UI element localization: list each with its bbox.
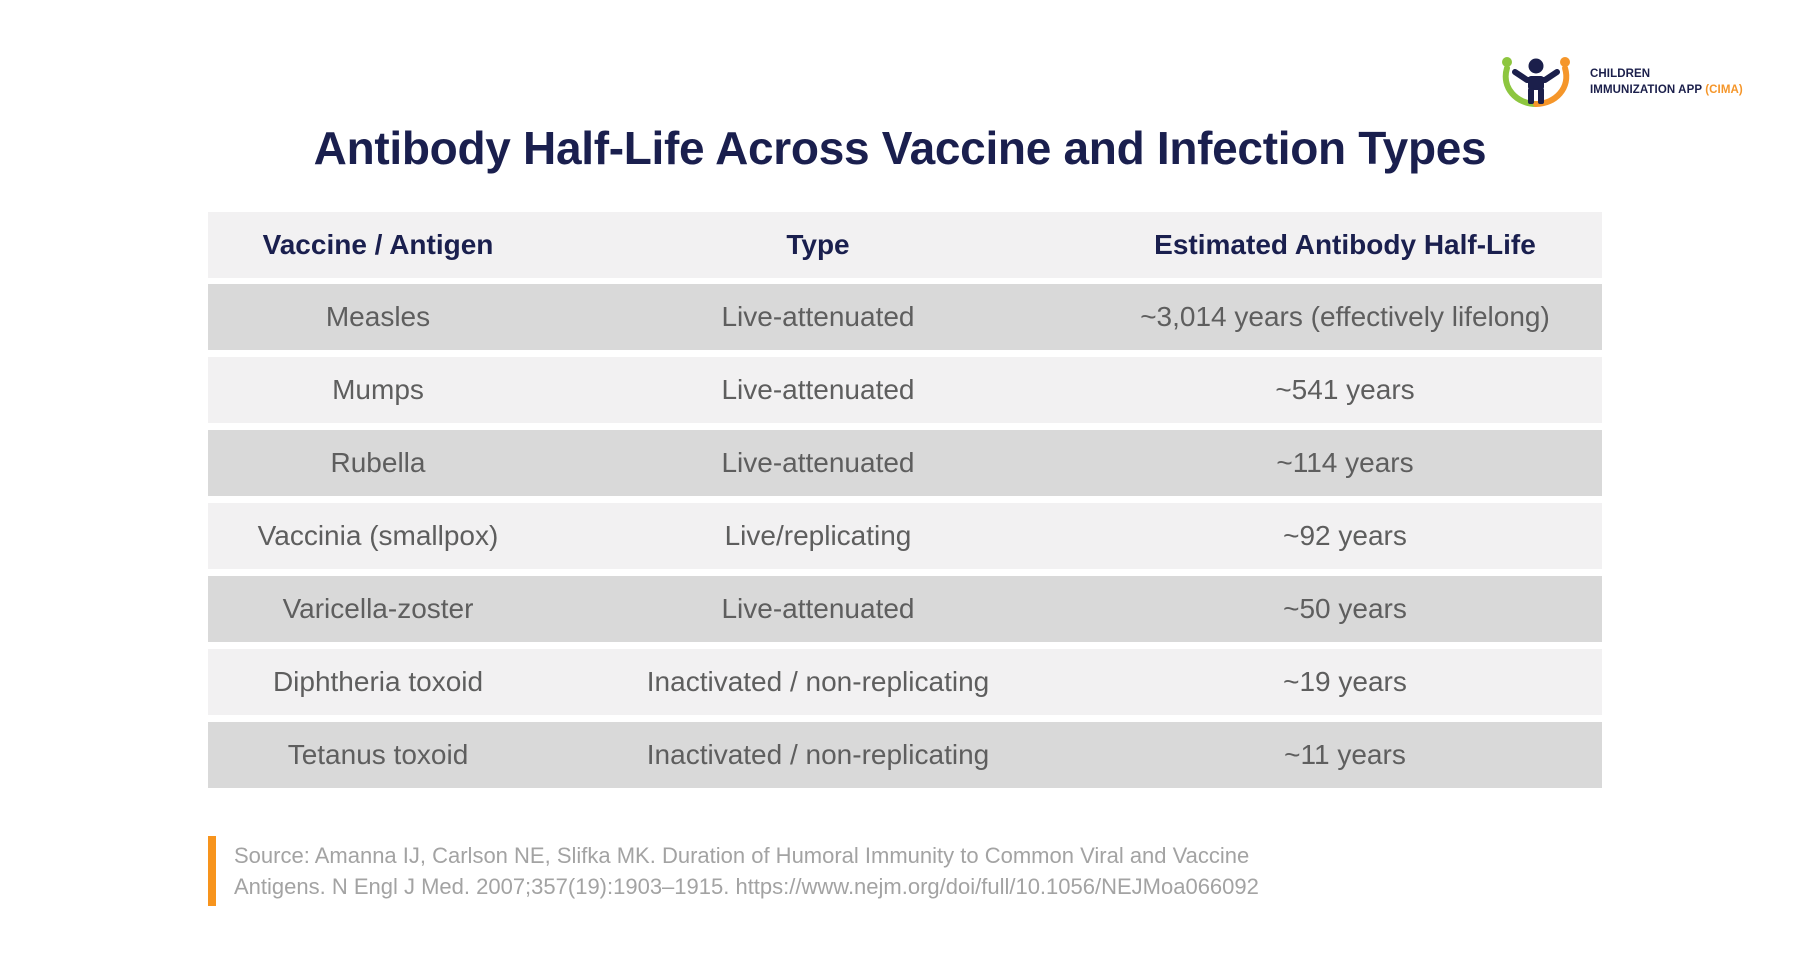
- half-life-cell: ~114 years: [1276, 447, 1414, 478]
- vaccine-cell: Diphtheria toxoid: [272, 666, 484, 697]
- type-cell: Live-attenuated: [721, 374, 915, 405]
- vaccine-cell: Mumps: [332, 374, 424, 405]
- type-cell: Live/replicating: [724, 520, 912, 551]
- type-cell: Live-attenuated: [721, 593, 915, 624]
- type-cell: Inactivated / non-replicating: [646, 739, 990, 770]
- table-row: Vaccinia (smallpox) Live/replicating ~92…: [208, 503, 1602, 569]
- half-life-cell: ~11 years: [1284, 739, 1406, 770]
- table-row: Diphtheria toxoid Inactivated / non-repl…: [208, 649, 1602, 715]
- table-row: Measles Live-attenuated ~3,014 years (ef…: [208, 284, 1602, 350]
- vaccine-cell: Tetanus toxoid: [287, 739, 469, 770]
- logo-line-2: IMMUNIZATION APP (CIMA): [1590, 82, 1743, 98]
- source-accent-bar: [208, 836, 216, 906]
- type-cell: Inactivated / non-replicating: [646, 666, 990, 697]
- page-title: Antibody Half-Life Across Vaccine and In…: [313, 122, 1487, 174]
- logo-line-2-main: IMMUNIZATION APP: [1590, 84, 1702, 96]
- header-half-life: Estimated Antibody Half-Life: [1154, 229, 1536, 260]
- vaccine-cell: Rubella: [330, 447, 426, 478]
- half-life-cell: ~50 years: [1283, 593, 1407, 624]
- children-immunization-logo-icon: [1502, 57, 1570, 107]
- vaccine-cell: Varicella-zoster: [282, 593, 474, 624]
- source-line-1: Source: Amanna IJ, Carlson NE, Slifka MK…: [234, 843, 1250, 868]
- logo-text: CHILDREN IMMUNIZATION APP (CIMA): [1590, 66, 1743, 98]
- table-header-row: Vaccine / Antigen Type Estimated Antibod…: [208, 212, 1602, 278]
- table-row: Mumps Live-attenuated ~541 years: [208, 357, 1602, 423]
- table-row: Rubella Live-attenuated ~114 years: [208, 430, 1602, 496]
- half-life-cell: ~92 years: [1283, 520, 1407, 551]
- app-logo: CHILDREN IMMUNIZATION APP (CIMA): [1497, 54, 1743, 110]
- source-line-2: Antigens. N Engl J Med. 2007;357(19):190…: [234, 874, 1259, 899]
- logo-line-1: CHILDREN: [1590, 68, 1651, 80]
- half-life-cell: ~541 years: [1275, 374, 1415, 405]
- table-row: Varicella-zoster Live-attenuated ~50 yea…: [208, 576, 1602, 642]
- header-vaccine-antigen: Vaccine / Antigen: [262, 229, 494, 260]
- half-life-cell: ~3,014 years (effectively lifelong): [1140, 301, 1550, 332]
- type-cell: Live-attenuated: [721, 447, 915, 478]
- half-life-cell: ~19 years: [1283, 666, 1407, 697]
- type-cell: Live-attenuated: [721, 301, 915, 332]
- source-citation: Source: Amanna IJ, Carlson NE, Slifka MK…: [208, 836, 1434, 906]
- header-type: Type: [786, 229, 850, 260]
- source-text: Source: Amanna IJ, Carlson NE, Slifka MK…: [234, 840, 1434, 906]
- vaccine-cell: Vaccinia (smallpox): [257, 520, 499, 551]
- logo-line-2-accent: (CIMA): [1705, 84, 1743, 96]
- table-row: Tetanus toxoid Inactivated / non-replica…: [208, 722, 1602, 788]
- half-life-table: Vaccine / Antigen Type Estimated Antibod…: [208, 212, 1602, 795]
- vaccine-cell: Measles: [325, 301, 431, 332]
